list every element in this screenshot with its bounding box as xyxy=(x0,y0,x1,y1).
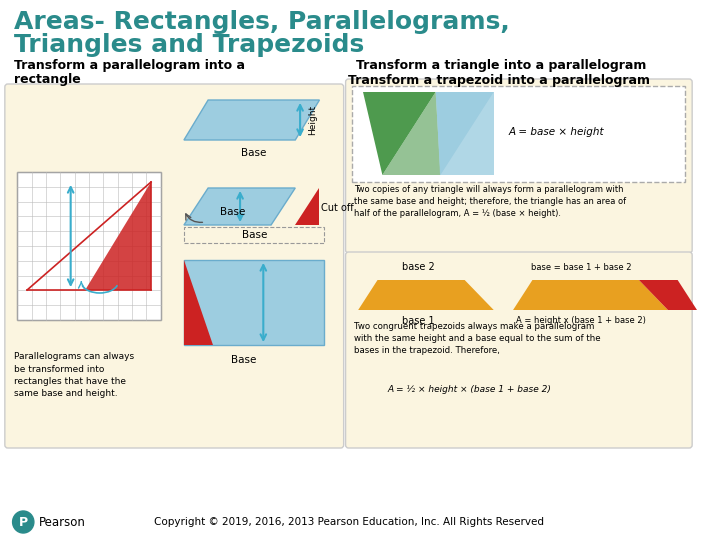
Text: A = height x (base 1 + base 2): A = height x (base 1 + base 2) xyxy=(516,316,646,325)
Text: Two copies of any triangle will always form a parallelogram with
the same base a: Two copies of any triangle will always f… xyxy=(354,185,626,218)
Text: Base: Base xyxy=(231,355,256,365)
Text: base 2: base 2 xyxy=(402,262,435,272)
FancyBboxPatch shape xyxy=(352,86,685,182)
Text: Transform a triangle into a parallelogram: Transform a triangle into a parallelogra… xyxy=(356,59,647,72)
FancyBboxPatch shape xyxy=(346,79,692,253)
Circle shape xyxy=(12,511,34,533)
Polygon shape xyxy=(513,280,668,310)
Text: Base: Base xyxy=(220,207,245,217)
FancyBboxPatch shape xyxy=(184,260,324,345)
Text: A = base × height: A = base × height xyxy=(508,127,604,137)
Text: Two congruent trapezoids always make a parallelogram
with the same height and a : Two congruent trapezoids always make a p… xyxy=(354,322,601,355)
Text: Height: Height xyxy=(308,105,317,135)
Polygon shape xyxy=(85,182,151,290)
Text: base = base 1 + base 2: base = base 1 + base 2 xyxy=(531,263,631,272)
Text: Base: Base xyxy=(242,230,267,240)
Text: P: P xyxy=(19,516,28,529)
Text: A = ½ × height × (base 1 + base 2): A = ½ × height × (base 1 + base 2) xyxy=(387,385,551,394)
Text: Transform a parallelogram into a: Transform a parallelogram into a xyxy=(14,59,245,72)
Text: Base: Base xyxy=(241,148,266,158)
Text: Cut off: Cut off xyxy=(321,203,354,213)
Polygon shape xyxy=(436,92,494,175)
Text: rectangle: rectangle xyxy=(14,73,81,86)
Polygon shape xyxy=(184,260,213,345)
Text: Copyright © 2019, 2016, 2013 Pearson Education, Inc. All Rights Reserved: Copyright © 2019, 2016, 2013 Pearson Edu… xyxy=(153,517,544,527)
Polygon shape xyxy=(358,280,494,310)
Text: Transform a trapezoid into a parallelogram: Transform a trapezoid into a parallelogr… xyxy=(348,74,650,87)
Text: Pearson: Pearson xyxy=(39,516,86,529)
Text: Areas- Rectangles, Parallelograms,: Areas- Rectangles, Parallelograms, xyxy=(14,10,509,34)
Polygon shape xyxy=(382,92,441,175)
Polygon shape xyxy=(363,92,436,175)
Text: Triangles and Trapezoids: Triangles and Trapezoids xyxy=(14,33,364,57)
Text: base 1: base 1 xyxy=(402,316,434,326)
Polygon shape xyxy=(184,100,320,140)
FancyBboxPatch shape xyxy=(346,252,692,448)
Text: Parallelograms can always
be transformed into
rectangles that have the
same base: Parallelograms can always be transformed… xyxy=(14,352,134,399)
Polygon shape xyxy=(436,92,494,175)
FancyBboxPatch shape xyxy=(5,84,343,448)
Polygon shape xyxy=(184,188,295,225)
FancyBboxPatch shape xyxy=(17,172,161,320)
Polygon shape xyxy=(639,280,697,310)
Polygon shape xyxy=(295,188,320,225)
